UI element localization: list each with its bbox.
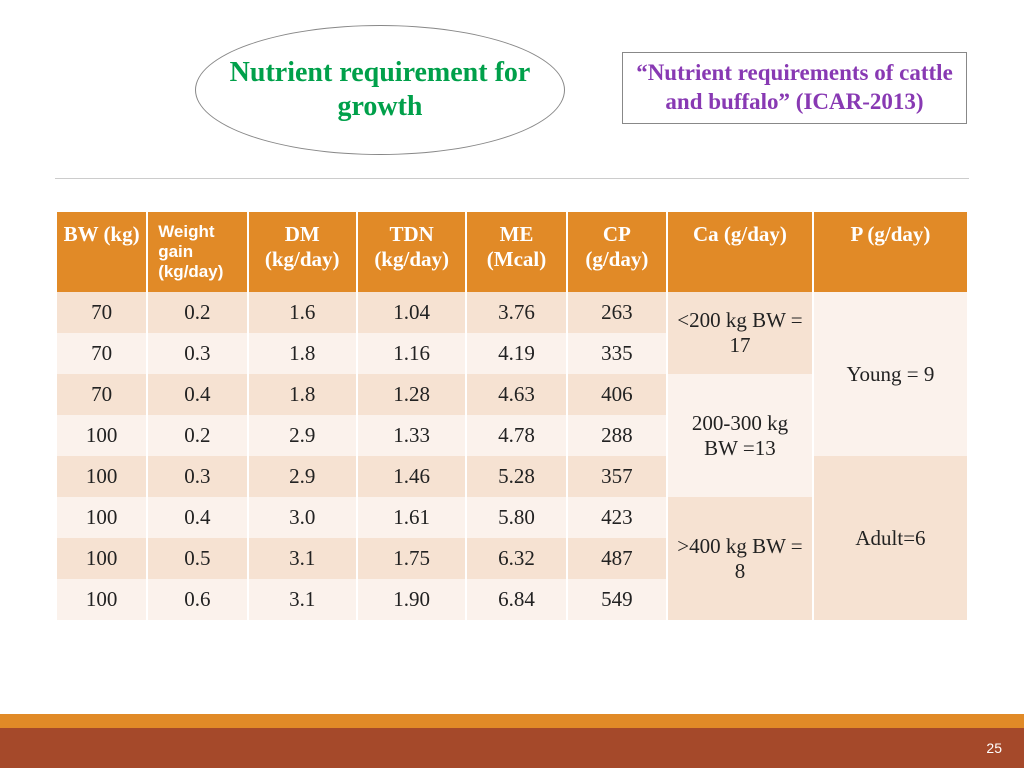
- cell-cp: 288: [567, 415, 667, 456]
- footer-band: 25: [0, 728, 1024, 768]
- cell-ca-merge: <200 kg BW = 17: [667, 292, 813, 374]
- col-header-1: Weight gain (kg/day): [147, 212, 247, 292]
- cell-bw: 70: [56, 292, 147, 333]
- header-area: Nutrient requirement for growth “Nutrien…: [0, 0, 1024, 160]
- slide-title: Nutrient requirement for growth: [196, 56, 564, 123]
- col-header-5: CP (g/day): [567, 212, 667, 292]
- reference-text: “Nutrient requirements of cattle and buf…: [633, 59, 956, 117]
- cell-bw: 100: [56, 415, 147, 456]
- cell-tdn: 1.46: [357, 456, 466, 497]
- cell-wg: 0.4: [147, 374, 247, 415]
- nutrient-table: BW (kg)Weight gain (kg/day)DM (kg/day)TD…: [55, 212, 969, 620]
- cell-dm: 3.0: [248, 497, 357, 538]
- cell-me: 4.63: [466, 374, 566, 415]
- cell-bw: 100: [56, 579, 147, 620]
- cell-bw: 70: [56, 333, 147, 374]
- divider-line: [55, 178, 969, 179]
- cell-tdn: 1.90: [357, 579, 466, 620]
- cell-p-merge: Adult=6: [813, 456, 968, 620]
- cell-tdn: 1.16: [357, 333, 466, 374]
- cell-cp: 335: [567, 333, 667, 374]
- cell-me: 6.32: [466, 538, 566, 579]
- page-number: 25: [986, 740, 1002, 756]
- col-header-4: ME (Mcal): [466, 212, 566, 292]
- cell-wg: 0.5: [147, 538, 247, 579]
- cell-tdn: 1.33: [357, 415, 466, 456]
- title-ellipse: Nutrient requirement for growth: [195, 25, 565, 155]
- cell-cp: 357: [567, 456, 667, 497]
- cell-cp: 406: [567, 374, 667, 415]
- cell-cp: 423: [567, 497, 667, 538]
- cell-me: 3.76: [466, 292, 566, 333]
- col-header-2: DM (kg/day): [248, 212, 357, 292]
- reference-box: “Nutrient requirements of cattle and buf…: [622, 52, 967, 124]
- cell-wg: 0.3: [147, 333, 247, 374]
- cell-bw: 100: [56, 456, 147, 497]
- footer-accent-bar: [0, 714, 1024, 728]
- cell-dm: 1.8: [248, 374, 357, 415]
- cell-cp: 263: [567, 292, 667, 333]
- cell-ca-merge: >400 kg BW = 8: [667, 497, 813, 620]
- cell-wg: 0.2: [147, 415, 247, 456]
- cell-dm: 1.8: [248, 333, 357, 374]
- cell-wg: 0.3: [147, 456, 247, 497]
- cell-dm: 2.9: [248, 456, 357, 497]
- col-header-0: BW (kg): [56, 212, 147, 292]
- table-row: 700.21.61.043.76263<200 kg BW = 17Young …: [56, 292, 968, 333]
- cell-dm: 3.1: [248, 579, 357, 620]
- nutrient-table-wrap: BW (kg)Weight gain (kg/day)DM (kg/day)TD…: [55, 212, 969, 620]
- table-row: 1000.32.91.465.28357Adult=6: [56, 456, 968, 497]
- col-header-6: Ca (g/day): [667, 212, 813, 292]
- col-header-3: TDN (kg/day): [357, 212, 466, 292]
- cell-bw: 70: [56, 374, 147, 415]
- cell-ca-merge: 200-300 kg BW =13: [667, 374, 813, 497]
- cell-cp: 487: [567, 538, 667, 579]
- cell-wg: 0.4: [147, 497, 247, 538]
- cell-p-merge: Young = 9: [813, 292, 968, 456]
- cell-wg: 0.2: [147, 292, 247, 333]
- cell-me: 6.84: [466, 579, 566, 620]
- table-header-row: BW (kg)Weight gain (kg/day)DM (kg/day)TD…: [56, 212, 968, 292]
- table-body: 700.21.61.043.76263<200 kg BW = 17Young …: [56, 292, 968, 620]
- col-header-7: P (g/day): [813, 212, 968, 292]
- cell-tdn: 1.04: [357, 292, 466, 333]
- cell-dm: 2.9: [248, 415, 357, 456]
- cell-dm: 3.1: [248, 538, 357, 579]
- cell-tdn: 1.61: [357, 497, 466, 538]
- cell-me: 4.19: [466, 333, 566, 374]
- cell-wg: 0.6: [147, 579, 247, 620]
- cell-tdn: 1.75: [357, 538, 466, 579]
- cell-me: 5.28: [466, 456, 566, 497]
- cell-cp: 549: [567, 579, 667, 620]
- cell-me: 4.78: [466, 415, 566, 456]
- cell-tdn: 1.28: [357, 374, 466, 415]
- cell-bw: 100: [56, 497, 147, 538]
- cell-bw: 100: [56, 538, 147, 579]
- cell-dm: 1.6: [248, 292, 357, 333]
- cell-me: 5.80: [466, 497, 566, 538]
